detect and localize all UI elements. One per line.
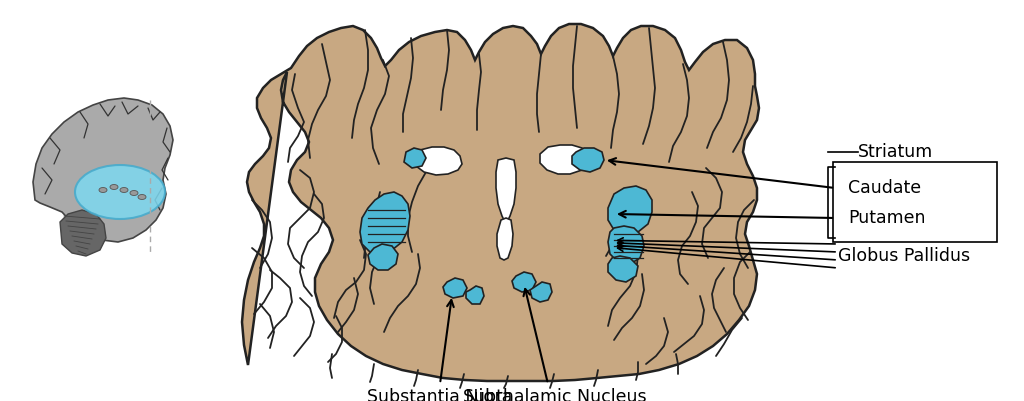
Polygon shape [572,148,604,172]
Polygon shape [415,147,462,175]
Polygon shape [512,272,536,292]
Ellipse shape [110,184,118,190]
Polygon shape [466,286,484,304]
Text: Globus Pallidus: Globus Pallidus [838,247,970,265]
Polygon shape [530,282,552,302]
Polygon shape [540,145,588,174]
Ellipse shape [138,194,146,200]
Text: Caudate: Caudate [848,179,922,197]
Text: Striatum: Striatum [858,143,933,161]
Ellipse shape [120,188,128,192]
Polygon shape [608,256,638,282]
Polygon shape [33,98,173,242]
Polygon shape [404,148,426,168]
FancyBboxPatch shape [833,162,997,242]
Text: Putamen: Putamen [848,209,926,227]
Polygon shape [60,210,106,256]
Ellipse shape [130,190,138,196]
Polygon shape [360,192,410,254]
Polygon shape [497,218,513,260]
Text: Subthalamic Nucleus: Subthalamic Nucleus [463,388,647,401]
Polygon shape [368,244,398,270]
Polygon shape [242,24,759,381]
Polygon shape [608,226,644,264]
Polygon shape [443,278,467,298]
Text: Substantia Nigra: Substantia Nigra [368,388,513,401]
Polygon shape [496,158,516,224]
Ellipse shape [99,188,106,192]
Polygon shape [608,186,652,234]
Ellipse shape [75,165,165,219]
